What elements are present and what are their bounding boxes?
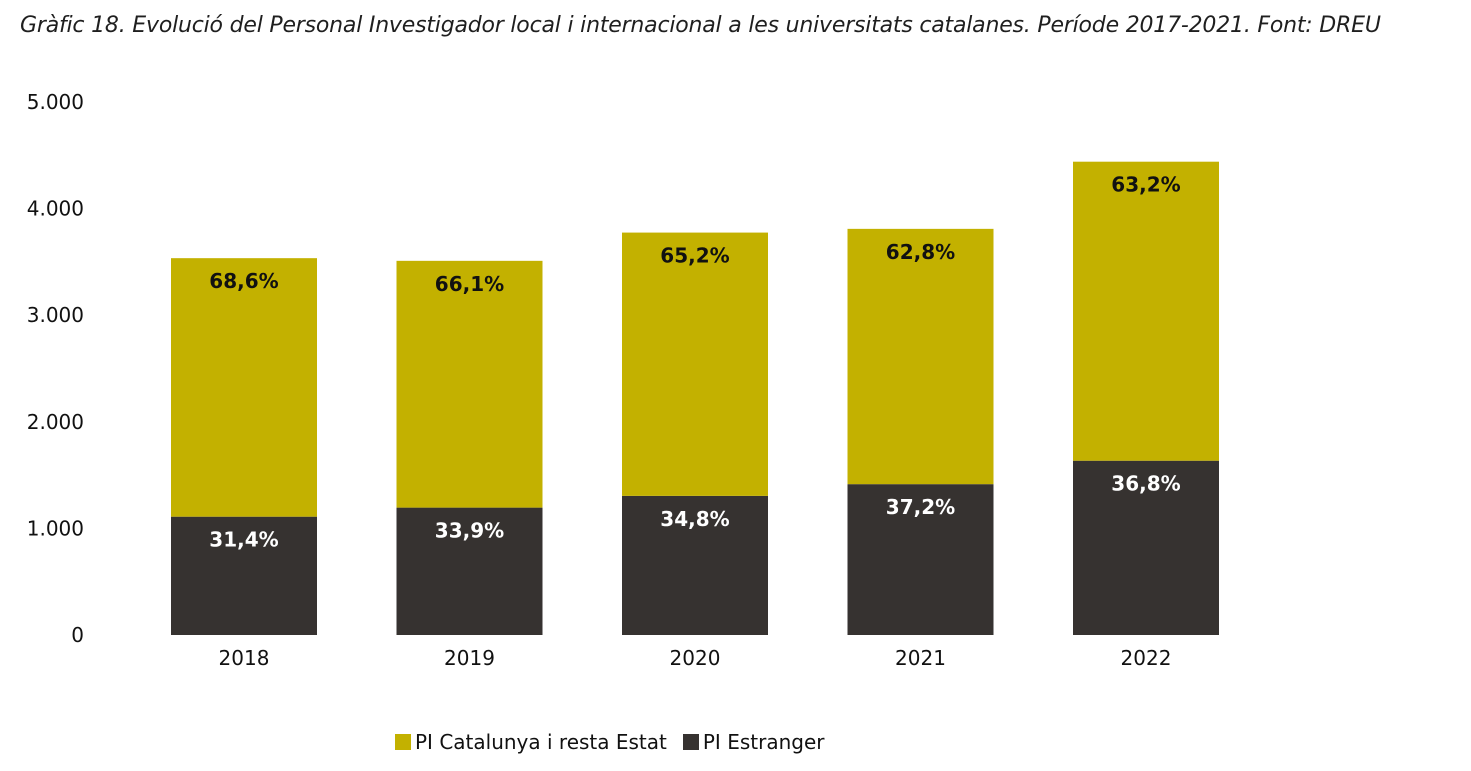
bar-estranger-2019: [396, 507, 543, 635]
legend-item-estranger: PI Estranger: [682, 730, 825, 754]
bar-estranger-2022: [1073, 460, 1219, 635]
bar-catalunya-2022: [1073, 161, 1219, 461]
bar-estranger-2020: [622, 495, 768, 635]
data-label-catalunya: 62,8%: [886, 240, 955, 264]
y-tick-label: 2.000: [27, 410, 84, 434]
x-tick-label: 2022: [1121, 646, 1172, 670]
bar-catalunya-2018: [171, 258, 317, 517]
data-label-catalunya: 66,1%: [435, 272, 504, 296]
data-label-catalunya: 63,2%: [1111, 173, 1180, 197]
bars: 31,4% 68,6% 33,9% 66,1% 34,8% 65,2% 37,2% 62,8%…: [171, 161, 1219, 635]
y-tick-label: 1.000: [27, 516, 84, 540]
y-tick-label: 0: [71, 623, 84, 647]
bar-catalunya-2020: [622, 232, 768, 496]
data-label-catalunya: 68,6%: [209, 269, 278, 293]
y-tick-label: 5.000: [27, 90, 84, 114]
legend-label-catalunya: PI Catalunya i resta Estat: [415, 730, 667, 754]
data-label-estranger: 34,8%: [660, 507, 729, 531]
x-axis: 2018 2019 2020 2021 2022: [219, 646, 1172, 670]
data-label-catalunya: 65,2%: [660, 244, 729, 268]
data-label-estranger: 33,9%: [435, 519, 504, 543]
bar-estranger-2021: [847, 484, 994, 635]
bar-catalunya-2019: [396, 260, 543, 508]
data-label-estranger: 36,8%: [1111, 472, 1180, 496]
chart-title: Gràfic 18. Evolució del Personal Investi…: [20, 13, 1381, 38]
x-tick-label: 2020: [670, 646, 721, 670]
legend-swatch-estranger: [682, 734, 699, 750]
legend-label-estranger: PI Estranger: [702, 730, 825, 754]
y-tick-label: 4.000: [27, 197, 84, 221]
legend: PI Catalunya i resta Estat PI Estranger: [395, 730, 840, 754]
data-label-estranger: 37,2%: [886, 495, 955, 519]
y-axis: 0 1.000 2.000 3.000 4.000 5.000: [27, 90, 84, 647]
bar-estranger-2018: [171, 516, 317, 635]
legend-swatch-catalunya: [395, 734, 411, 750]
x-tick-label: 2021: [895, 646, 946, 670]
legend-item-catalunya: PI Catalunya i resta Estat: [395, 730, 667, 754]
bar-catalunya-2021: [847, 228, 994, 485]
x-tick-label: 2019: [444, 646, 495, 670]
y-tick-label: 3.000: [27, 303, 84, 327]
x-tick-label: 2018: [219, 646, 270, 670]
data-label-estranger: 31,4%: [209, 528, 278, 552]
